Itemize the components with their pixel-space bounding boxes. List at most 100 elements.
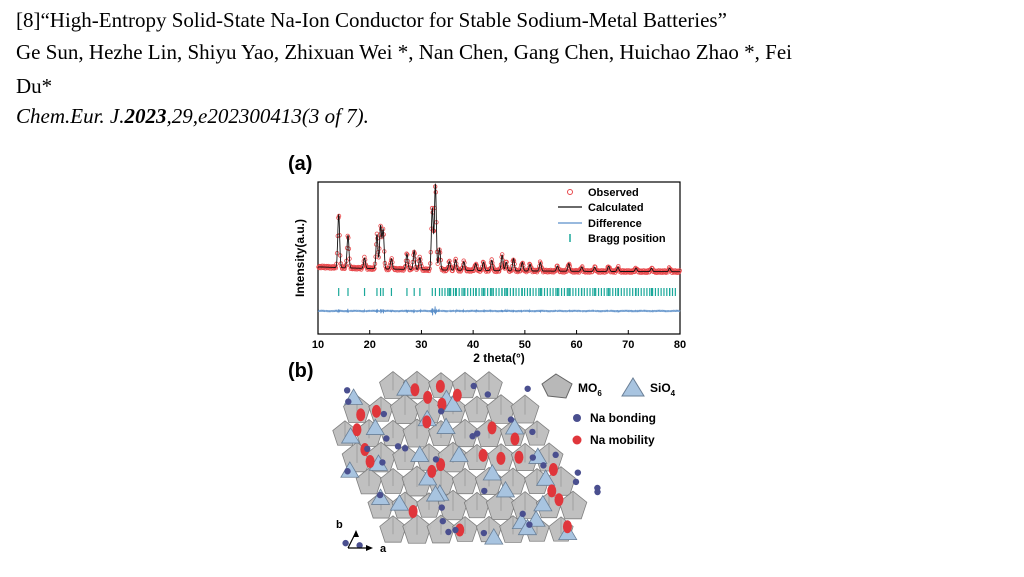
sio4-tetrahedron — [495, 480, 516, 498]
legend-observed-marker — [567, 189, 573, 195]
na-bonding-site — [507, 416, 515, 423]
legend-na-mobility: Na mobility — [590, 433, 655, 447]
na-bonding-site — [529, 428, 536, 436]
na-bonding-site — [342, 539, 349, 547]
na-mobility-site — [496, 451, 506, 465]
legend-sio4: SiO4 — [650, 381, 676, 398]
na-bonding-site — [345, 398, 352, 405]
na-mobility-site — [510, 432, 520, 446]
x-tick-label: 40 — [467, 339, 479, 351]
na-mobility-site — [422, 415, 432, 429]
na-mobility-site — [437, 397, 447, 411]
na-bonding-site — [438, 504, 445, 511]
observed-point — [676, 270, 681, 275]
na-bonding-site — [470, 382, 477, 390]
crystal-structure — [332, 370, 601, 549]
na-mobility-site — [554, 493, 564, 507]
na-mobility-site — [365, 454, 375, 468]
crystal-axes: b a — [336, 519, 387, 555]
na-bonding-site — [574, 469, 582, 476]
na-bonding-site — [364, 445, 371, 453]
na-mobility-site — [435, 379, 445, 393]
legend-observed: Observed — [588, 187, 639, 199]
na-bonding-site — [524, 385, 531, 392]
journal-year: 2023 — [124, 104, 167, 128]
na-mobility-site — [455, 523, 465, 537]
legend-bragg: Bragg position — [588, 233, 666, 245]
observed-point — [422, 268, 427, 273]
na-bonding-site — [437, 408, 445, 415]
legend-calculated: Calculated — [588, 202, 644, 214]
calculated-series — [317, 183, 680, 273]
mo6-octahedron-icon — [541, 373, 573, 399]
na-bonding-site — [445, 528, 452, 536]
sio4-tetrahedron — [410, 445, 430, 462]
sio4-tetrahedron — [389, 494, 410, 511]
axis-b-label: b — [336, 519, 343, 531]
panel-b-label: (b) — [288, 360, 314, 382]
na-bonding-site — [383, 435, 390, 442]
observed-point — [677, 268, 682, 273]
na-mobility-site — [452, 388, 462, 402]
sio4-tetrahedron — [533, 494, 553, 512]
sio4-tetrahedron — [425, 484, 446, 502]
na-mobility-site — [478, 448, 488, 462]
na-mobility-site — [410, 383, 420, 397]
na-bonding-site — [401, 445, 409, 452]
na-mobility-site — [427, 464, 437, 478]
na-bonding-site — [594, 488, 601, 496]
xrd-plot: 10 20 30 40 50 60 70 80 — [312, 183, 686, 351]
x-tick-label: 60 — [570, 339, 582, 351]
x-tick-label: 10 — [312, 339, 324, 351]
na-bonding-site — [344, 468, 351, 475]
journal-citation: Chem.Eur. J.2023,29,e202300413(3 of 7). — [16, 104, 369, 128]
paper-title: [8]“High-Entropy Solid-State Na-Ion Cond… — [16, 8, 727, 32]
na-bonding-site — [356, 542, 363, 549]
axis-a-label: a — [380, 543, 387, 555]
na-mobility-site — [408, 504, 418, 518]
structure-legend: MO6 SiO4 Na bonding Na mobility — [541, 373, 676, 447]
sio4-tetrahedron — [484, 528, 504, 545]
na-bonding-site — [481, 487, 488, 495]
legend-na-bonding: Na bonding — [590, 411, 656, 425]
legend-mo6: MO6 — [578, 381, 602, 398]
na-bonding-site — [484, 391, 491, 398]
na-mobility-site — [562, 520, 572, 534]
na-bonding-icon — [573, 414, 581, 422]
na-bonding-site — [343, 387, 351, 394]
sio4-tetrahedron — [396, 379, 416, 396]
x-tick-label: 30 — [415, 339, 427, 351]
journal-volume: ,29,e202300413(3 of 7). — [166, 104, 369, 128]
na-mobility-site — [423, 390, 433, 404]
sio4-tetrahedron — [443, 395, 463, 412]
sio4-tetrahedron — [535, 469, 556, 486]
chart-legend: Observed Calculated Difference Bragg pos… — [558, 187, 666, 245]
na-mobility-site — [371, 404, 381, 418]
x-tick-label: 70 — [622, 339, 634, 351]
na-bonding-site — [519, 510, 526, 518]
na-mobility-site — [487, 421, 497, 435]
sio4-tetrahedron — [482, 463, 502, 481]
paper-authors-cont: Du* — [16, 74, 53, 98]
na-bonding-site — [529, 454, 537, 461]
sio4-tetrahedron — [449, 445, 469, 462]
observed-point — [371, 267, 376, 272]
sio4-tetrahedron-icon — [621, 377, 645, 397]
na-bonding-site — [552, 451, 559, 459]
panel-a-label: (a) — [288, 153, 312, 175]
na-mobility-site — [352, 423, 362, 437]
plot-frame — [317, 181, 681, 335]
x-tick-label: 50 — [519, 339, 531, 351]
na-bonding-site — [380, 410, 388, 418]
na-bonding-site — [469, 433, 476, 440]
sio4-tetrahedron — [436, 417, 456, 434]
na-bonding-site — [432, 456, 440, 463]
observed-point — [481, 260, 486, 265]
na-mobility-site — [548, 463, 558, 477]
paper-authors: Ge Sun, Hezhe Lin, Shiyu Yao, Zhixuan We… — [16, 40, 792, 64]
x-axis-label: 2 theta(°) — [473, 351, 524, 365]
na-mobility-icon — [572, 435, 582, 445]
na-bonding-site — [540, 462, 547, 469]
journal-name: Chem.Eur. J. — [16, 104, 125, 128]
